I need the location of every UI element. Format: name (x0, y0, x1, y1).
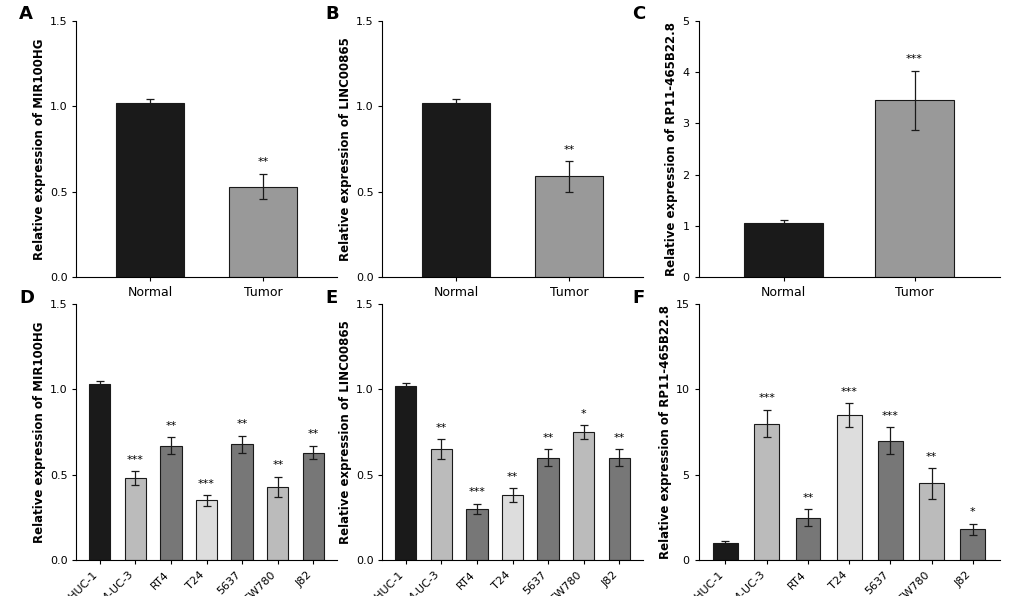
Bar (422, 103, 489, 277)
Text: ***: *** (757, 393, 774, 403)
Text: ***: *** (840, 387, 857, 397)
Text: **: ** (542, 433, 553, 443)
Bar (960, 529, 984, 560)
Bar (196, 501, 217, 560)
Bar (303, 452, 324, 560)
Text: ***: *** (905, 54, 922, 64)
Y-axis label: Relative expression of RP11-465B22.8: Relative expression of RP11-465B22.8 (664, 22, 678, 276)
Text: E: E (325, 288, 337, 306)
Bar (744, 224, 822, 277)
Bar (918, 483, 943, 560)
Bar (267, 487, 288, 560)
Bar (877, 440, 902, 560)
Bar (229, 187, 297, 277)
Text: **: ** (236, 419, 248, 429)
Bar (573, 432, 594, 560)
Text: **: ** (257, 157, 268, 167)
Text: **: ** (925, 452, 936, 461)
Bar (394, 386, 416, 560)
Text: **: ** (308, 429, 319, 439)
Bar (116, 103, 183, 277)
Y-axis label: Relative expression of LINC00865: Relative expression of LINC00865 (338, 37, 352, 261)
Y-axis label: Relative expression of MIR100HG: Relative expression of MIR100HG (33, 38, 46, 260)
Bar (795, 517, 819, 560)
Text: F: F (632, 288, 644, 306)
Text: **: ** (272, 460, 283, 470)
Bar (501, 495, 523, 560)
Bar (712, 543, 737, 560)
Bar (124, 478, 146, 560)
Text: **: ** (435, 423, 446, 433)
Text: **: ** (562, 145, 574, 154)
Bar (608, 458, 630, 560)
Text: ***: *** (198, 479, 215, 489)
Bar (89, 384, 110, 560)
Bar (836, 415, 861, 560)
Y-axis label: Relative expression of RP11-465B22.8: Relative expression of RP11-465B22.8 (658, 305, 671, 559)
Bar (537, 458, 558, 560)
Bar (430, 449, 451, 560)
Bar (466, 509, 487, 560)
Bar (160, 446, 181, 560)
Text: A: A (19, 5, 34, 23)
Text: ***: *** (881, 411, 898, 421)
Text: *: * (581, 409, 586, 419)
Text: ***: *** (468, 488, 485, 498)
Bar (535, 176, 602, 277)
Bar (754, 424, 779, 560)
Y-axis label: Relative expression of MIR100HG: Relative expression of MIR100HG (33, 321, 46, 543)
Text: C: C (632, 5, 645, 23)
Text: B: B (325, 5, 338, 23)
Text: **: ** (802, 492, 813, 502)
Text: ***: *** (126, 455, 144, 465)
Text: **: ** (165, 421, 176, 431)
Bar (874, 100, 953, 277)
Text: D: D (19, 288, 35, 306)
Y-axis label: Relative expression of LINC00865: Relative expression of LINC00865 (338, 320, 352, 544)
Bar (231, 444, 253, 560)
Text: **: ** (506, 472, 518, 482)
Text: **: ** (613, 433, 625, 443)
Text: *: * (969, 507, 974, 517)
